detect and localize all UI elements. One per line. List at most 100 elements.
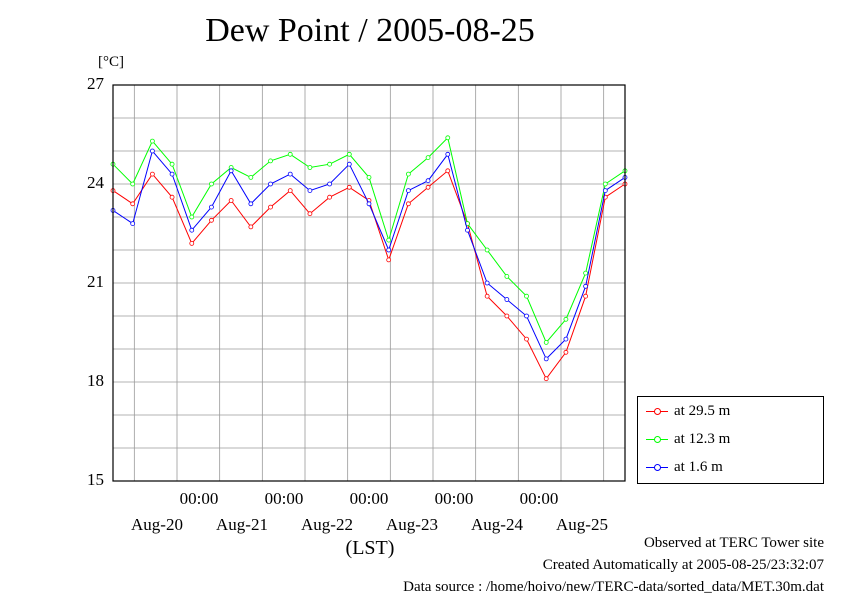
legend-swatch-green	[646, 434, 668, 444]
data-point	[209, 204, 214, 210]
data-point	[169, 171, 175, 177]
data-point	[504, 273, 510, 279]
data-point	[445, 135, 451, 141]
x-time-label: 00:00	[434, 489, 474, 508]
chart-title: Dew Point / 2005-08-25	[205, 12, 535, 49]
data-point	[268, 181, 273, 187]
data-point	[209, 217, 214, 223]
x-date-label: Aug-23	[386, 515, 438, 534]
y-tick-label: 21	[87, 272, 104, 291]
data-point	[405, 171, 411, 177]
x-date-label: Aug-22	[301, 515, 353, 534]
data-point	[268, 158, 273, 164]
data-point	[583, 283, 589, 289]
data-point	[149, 148, 155, 154]
data-point	[346, 151, 352, 157]
series-line	[112, 136, 626, 344]
data-point	[386, 257, 392, 263]
data-point	[149, 171, 155, 177]
legend: at 29.5 m at 12.3 m at 1.6 m	[637, 396, 824, 484]
data-point	[602, 188, 608, 194]
data-point	[169, 161, 175, 167]
data-point	[504, 313, 510, 319]
data-point	[425, 155, 431, 161]
data-point	[524, 313, 529, 319]
data-point	[465, 227, 470, 233]
data-point	[484, 247, 490, 253]
data-point	[248, 201, 254, 207]
data-point	[268, 204, 273, 210]
data-point	[346, 161, 352, 167]
data-point	[386, 247, 392, 253]
data-point	[563, 349, 569, 355]
legend-item: at 29.5 m	[646, 401, 730, 421]
data-point	[445, 168, 451, 174]
footer-source: Data source : /home/hoivo/new/TERC-data/…	[403, 579, 824, 595]
data-point	[287, 171, 293, 177]
data-point	[425, 184, 431, 190]
data-point	[130, 221, 136, 227]
y-tick-label: 18	[87, 371, 104, 390]
data-point	[563, 336, 569, 342]
x-date-label: Aug-25	[556, 515, 608, 534]
footer-site: Observed at TERC Tower site	[643, 535, 824, 551]
data-point	[130, 181, 136, 187]
x-date-label: Aug-24	[471, 515, 523, 534]
data-point	[287, 188, 293, 194]
data-point	[209, 181, 214, 187]
data-point	[169, 194, 175, 200]
data-point	[228, 168, 234, 174]
legend-label: at 29.5 m	[674, 402, 731, 419]
legend-label: at 12.3 m	[674, 430, 731, 447]
data-point	[366, 174, 372, 180]
data-point	[149, 138, 155, 144]
data-point	[386, 237, 392, 243]
data-point	[327, 161, 333, 167]
data-point	[307, 188, 313, 194]
data-point	[189, 214, 195, 220]
y-axis-unit-label: [°C]	[98, 54, 124, 70]
x-time-label: 00:00	[179, 489, 219, 508]
x-time-label: 00:00	[519, 489, 559, 508]
data-point	[189, 227, 195, 233]
data-point	[189, 240, 195, 246]
legend-item: at 1.6 m	[646, 457, 723, 477]
data-point	[484, 280, 490, 286]
data-point	[307, 165, 313, 170]
data-point	[405, 201, 411, 207]
y-tick-label: 24	[87, 173, 104, 192]
data-point	[366, 201, 372, 207]
x-time-label: 00:00	[349, 489, 389, 508]
data-point	[543, 339, 549, 345]
legend-swatch-red	[646, 406, 668, 416]
x-date-label: Aug-21	[216, 515, 268, 534]
data-point	[524, 293, 529, 299]
data-point	[425, 178, 431, 184]
series-layer	[110, 135, 628, 382]
data-point	[327, 181, 333, 187]
grid-lines	[113, 84, 625, 482]
data-point	[543, 356, 549, 362]
data-point	[130, 201, 136, 207]
data-point	[346, 184, 352, 190]
data-point	[602, 181, 608, 187]
data-point	[248, 174, 254, 180]
data-point	[583, 293, 589, 299]
legend-label: at 1.6 m	[674, 458, 723, 475]
data-point	[287, 151, 293, 157]
y-tick-label: 27	[87, 74, 104, 93]
data-point	[484, 293, 490, 299]
data-point	[524, 336, 529, 342]
data-point	[543, 376, 549, 382]
x-date-label: Aug-20	[131, 515, 183, 534]
data-point	[405, 188, 411, 194]
data-point	[248, 224, 254, 230]
data-point	[327, 194, 333, 200]
data-point	[307, 211, 313, 217]
legend-item: at 12.3 m	[646, 429, 730, 449]
plot-frame	[112, 84, 626, 482]
data-point	[563, 316, 569, 322]
data-point	[445, 151, 451, 157]
data-point	[504, 297, 510, 302]
